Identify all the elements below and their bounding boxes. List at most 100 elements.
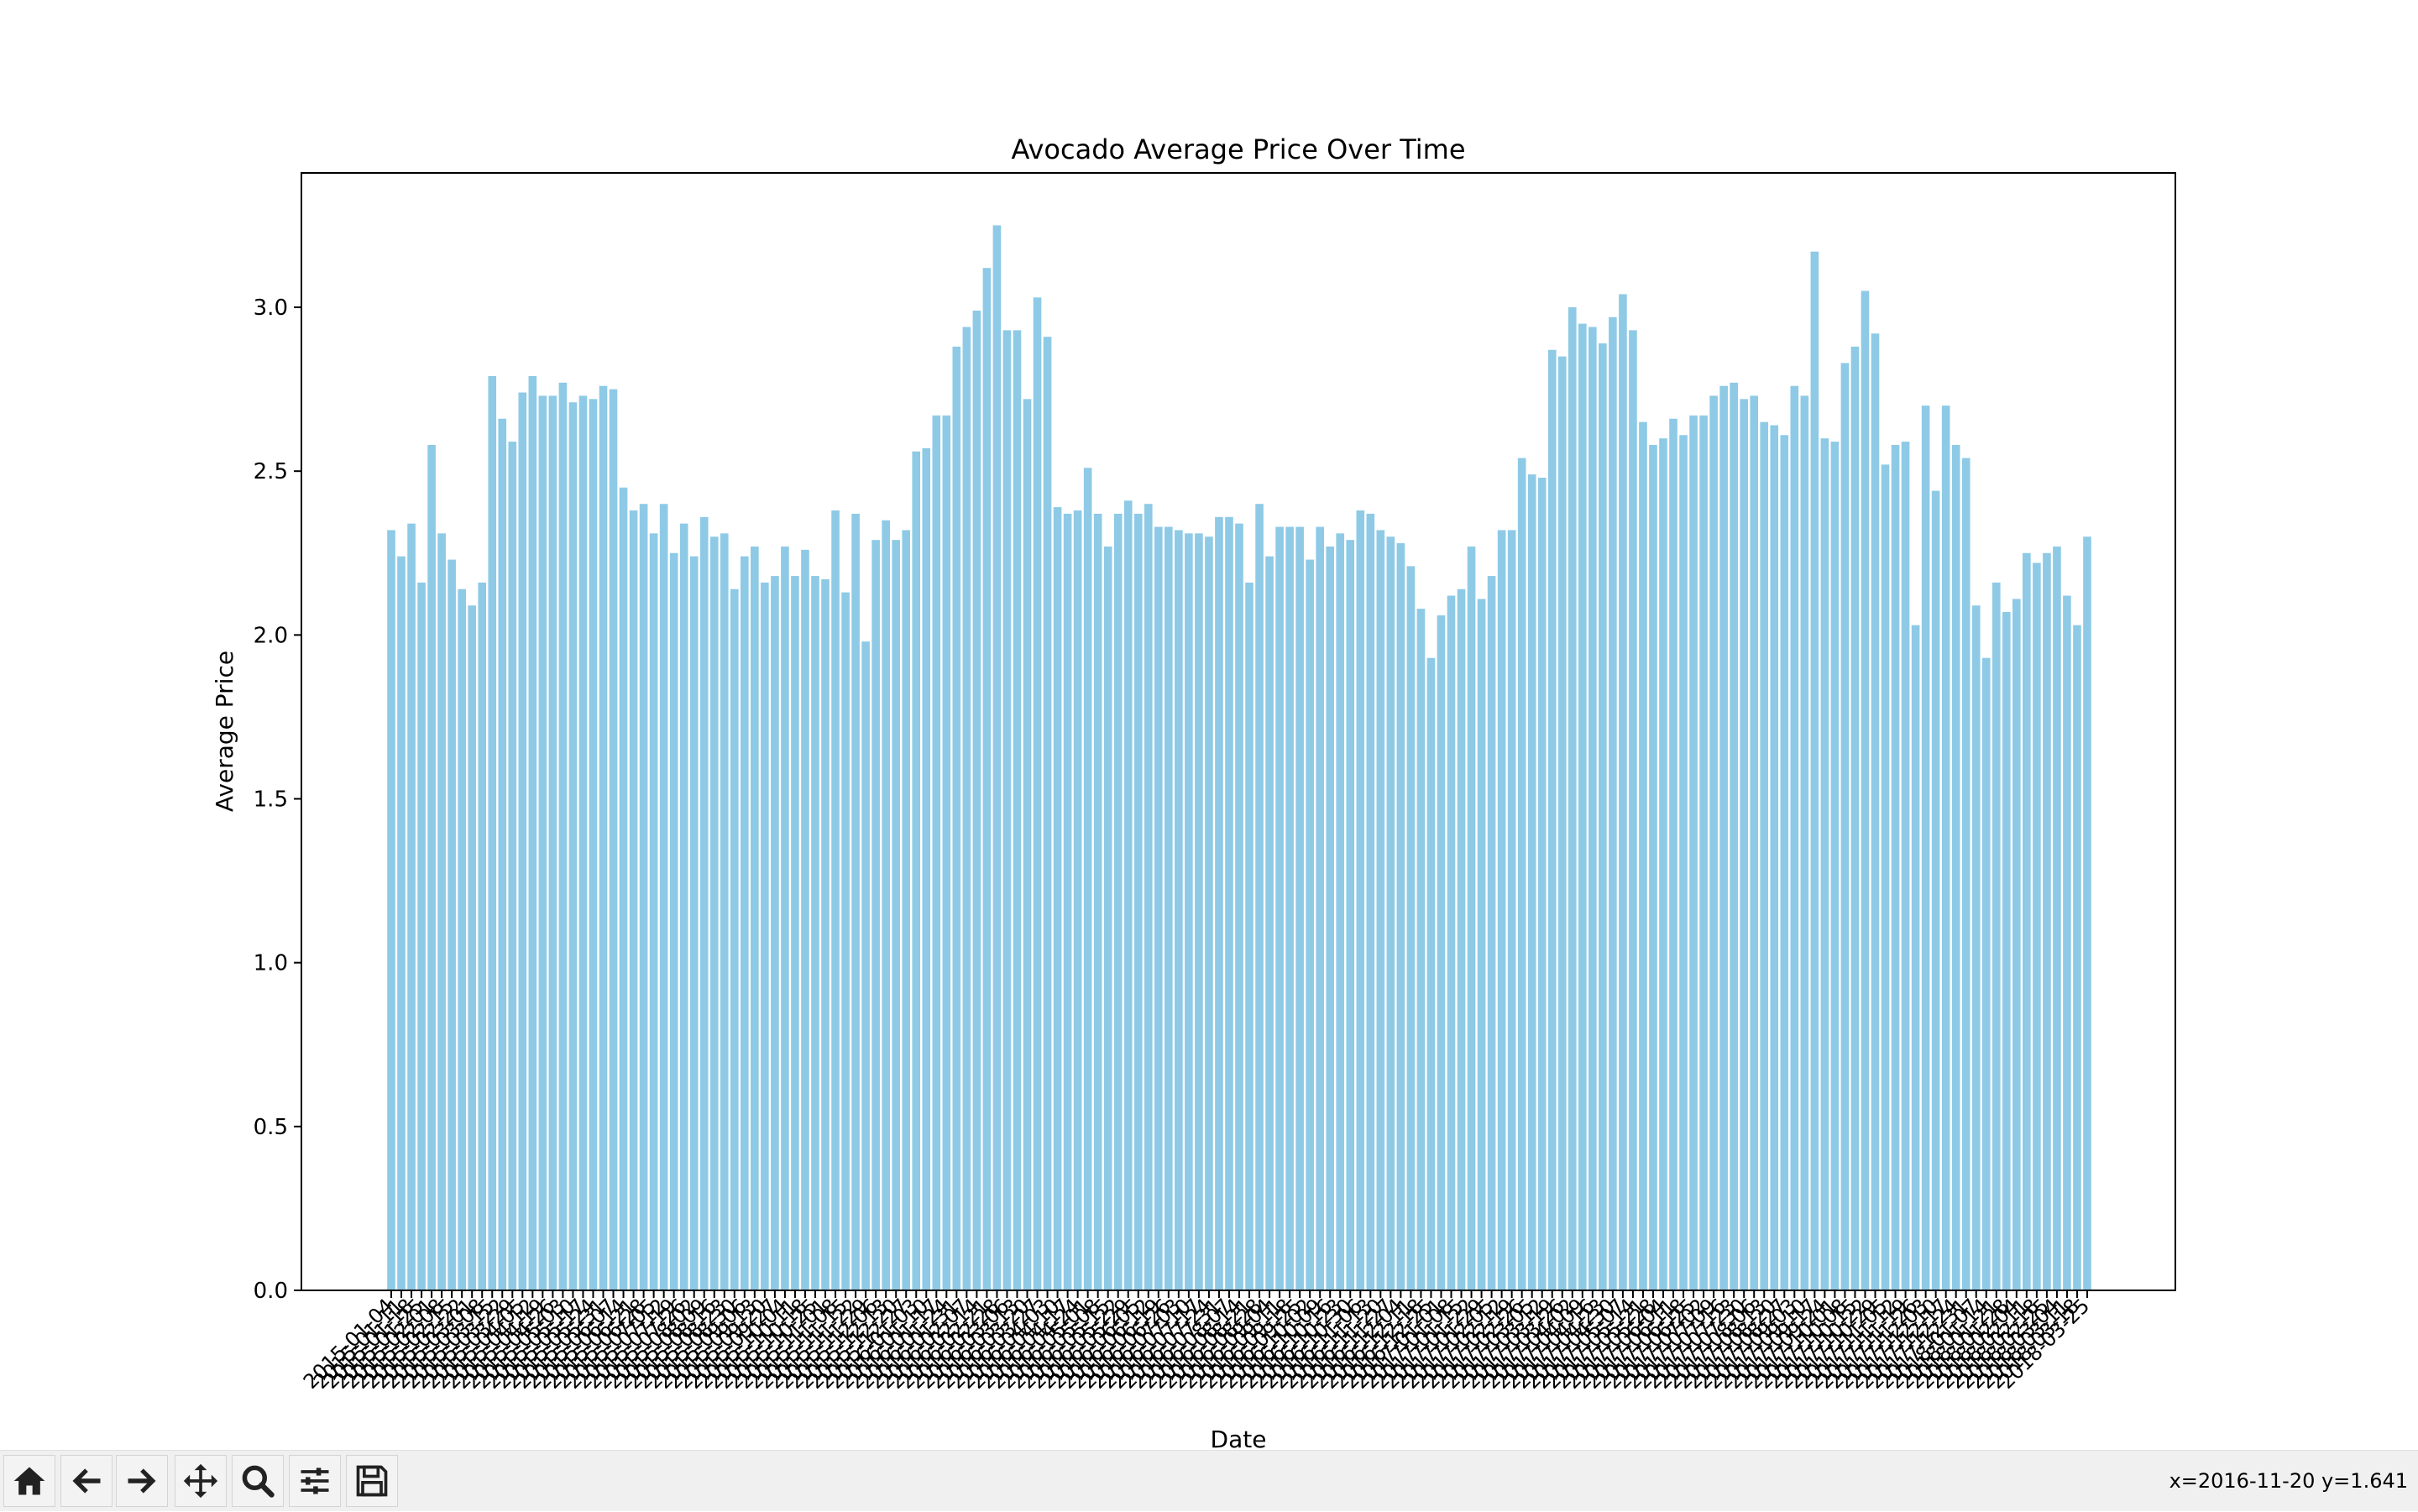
- bar-2017-01-22: [1467, 546, 1476, 1290]
- bar-2018-01-21: [1991, 582, 2001, 1290]
- bar-2016-05-29: [1123, 500, 1133, 1290]
- bar-2017-05-07: [1619, 294, 1627, 1290]
- forward-button[interactable]: [116, 1455, 168, 1507]
- bar-2018-02-25: [2043, 552, 2051, 1290]
- bar-2016-01-03: [912, 451, 921, 1290]
- bar-2017-02-05: [1487, 576, 1496, 1290]
- bar-2017-11-26: [1911, 625, 1920, 1290]
- bar-2017-03-26: [1557, 356, 1567, 1291]
- bar-2016-07-17: [1195, 533, 1203, 1290]
- move-icon: [183, 1463, 218, 1499]
- bar-2016-09-04: [1265, 556, 1274, 1290]
- bar-2017-11-05: [1881, 464, 1890, 1290]
- y-tick-label: 1.0: [254, 951, 288, 976]
- bar-2016-06-12: [1144, 504, 1153, 1290]
- bar-2017-11-12: [1891, 444, 1900, 1290]
- bar-2017-07-23: [1730, 382, 1738, 1290]
- bar-2016-02-14: [972, 310, 981, 1291]
- x-axis-label: Date: [1211, 1426, 1267, 1450]
- bar-2017-07-02: [1699, 415, 1708, 1291]
- bar-2015-10-04: [781, 546, 789, 1290]
- pan-button[interactable]: [175, 1455, 227, 1507]
- bar-2018-01-07: [1971, 605, 1981, 1290]
- bar-2016-08-07: [1225, 516, 1233, 1290]
- bar-2016-10-16: [1326, 546, 1335, 1290]
- bar-2018-03-04: [2053, 546, 2061, 1290]
- bar-2017-07-09: [1709, 395, 1718, 1290]
- back-button[interactable]: [60, 1455, 113, 1507]
- bar-2015-05-03: [558, 382, 568, 1290]
- bar-2017-02-12: [1497, 530, 1506, 1290]
- bar-2017-10-15: [1850, 346, 1860, 1290]
- bar-2017-10-22: [1861, 290, 1870, 1290]
- bar-2015-05-10: [568, 402, 578, 1291]
- bar-2017-02-26: [1517, 458, 1526, 1290]
- bar-2017-06-04: [1659, 438, 1667, 1290]
- bar-2017-08-20: [1770, 425, 1779, 1290]
- y-tick-label: 2.0: [254, 623, 288, 648]
- bar-2016-07-31: [1215, 516, 1223, 1290]
- bar-2016-07-10: [1185, 533, 1193, 1290]
- bar-2017-06-11: [1669, 418, 1677, 1290]
- y-tick-label: 0.5: [254, 1115, 288, 1140]
- bar-2016-08-28: [1255, 504, 1264, 1290]
- bar-2016-10-09: [1316, 526, 1324, 1290]
- bar-2017-04-23: [1599, 343, 1607, 1291]
- chart-title: Avocado Average Price Over Time: [1011, 133, 1465, 165]
- bar-2015-08-30: [730, 589, 739, 1290]
- bar-2016-11-06: [1356, 510, 1365, 1290]
- bar-2017-01-29: [1477, 599, 1486, 1290]
- bar-2015-04-19: [538, 395, 547, 1290]
- save-button[interactable]: [346, 1455, 398, 1507]
- bar-2016-10-23: [1336, 533, 1345, 1290]
- bar-2015-04-12: [528, 376, 537, 1290]
- bar-2015-07-26: [679, 523, 688, 1290]
- bar-2015-07-05: [649, 533, 658, 1290]
- bar-2015-04-05: [518, 392, 527, 1290]
- configure-button[interactable]: [289, 1455, 341, 1507]
- bar-2015-11-08: [831, 510, 840, 1290]
- bar-2016-11-20: [1376, 530, 1385, 1290]
- bar-2018-01-14: [1981, 657, 1991, 1290]
- bar-2015-07-12: [659, 504, 668, 1290]
- bar-2015-01-04: [387, 530, 395, 1290]
- bar-2015-02-15: [447, 559, 456, 1290]
- bar-chart: Avocado Average Price Over Time 0.0 0.5 1.…: [211, 133, 2176, 1450]
- bar-2017-04-30: [1609, 317, 1617, 1290]
- bar-2015-01-25: [417, 582, 426, 1290]
- bar-2017-03-12: [1537, 478, 1547, 1290]
- bar-2015-08-02: [689, 556, 699, 1290]
- bar-2015-09-27: [771, 576, 779, 1290]
- bar-2015-10-18: [801, 549, 809, 1290]
- figure-canvas: Avocado Average Price Over Time 0.0 0.5 1.…: [211, 133, 2176, 1450]
- bar-2016-05-01: [1083, 468, 1092, 1290]
- bar-2016-09-18: [1285, 526, 1294, 1290]
- bar-2015-05-17: [578, 395, 588, 1290]
- bar-2015-11-29: [861, 641, 870, 1290]
- bar-2016-11-27: [1386, 536, 1395, 1290]
- bar-2017-10-29: [1871, 333, 1880, 1290]
- bar-2016-12-04: [1396, 543, 1405, 1290]
- bar-2015-03-01: [468, 605, 476, 1290]
- bar-2015-11-01: [821, 579, 830, 1290]
- bar-2018-02-18: [2033, 562, 2041, 1290]
- bar-2017-09-24: [1820, 438, 1829, 1290]
- x-axis: 2015-01-042015-01-112015-01-182015-01-25…: [299, 1290, 2094, 1394]
- y-tick-label: 2.5: [254, 459, 288, 484]
- bar-2017-12-24: [1951, 444, 1960, 1290]
- home-button[interactable]: [3, 1455, 55, 1507]
- bar-2015-12-06: [871, 540, 880, 1290]
- bar-2015-12-20: [892, 540, 900, 1290]
- bar-2016-10-02: [1306, 559, 1314, 1290]
- bar-2018-03-18: [2073, 625, 2081, 1290]
- bar-2017-04-02: [1568, 307, 1577, 1290]
- bar-2018-02-04: [2012, 599, 2021, 1290]
- bar-2015-09-20: [761, 582, 769, 1290]
- bar-2016-02-07: [962, 327, 971, 1291]
- bar-2018-02-11: [2023, 552, 2031, 1290]
- bar-2016-06-26: [1165, 526, 1173, 1290]
- bar-2017-08-27: [1780, 435, 1789, 1290]
- home-icon: [13, 1467, 45, 1495]
- zoom-button[interactable]: [232, 1455, 284, 1507]
- bar-2017-10-01: [1830, 442, 1840, 1290]
